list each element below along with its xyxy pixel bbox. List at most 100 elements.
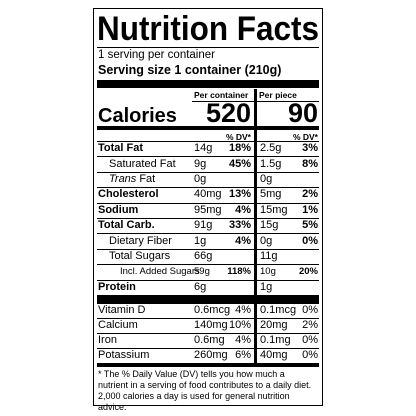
daily-value: 4% (235, 304, 251, 316)
rule (97, 80, 319, 88)
rule (257, 187, 319, 189)
rule (257, 141, 319, 142)
column-divider (254, 89, 257, 366)
daily-value: 0% (302, 349, 318, 361)
amount: 0g (260, 234, 273, 247)
rule (97, 126, 319, 130)
rule (257, 171, 319, 173)
daily-value: 4% (235, 334, 251, 346)
rule (257, 218, 319, 219)
nutrient-name: Total Sugars (109, 250, 171, 262)
daily-value: 0% (302, 234, 318, 247)
amount: 20mg (260, 319, 288, 331)
amount: 0g (260, 173, 273, 185)
amount: 14g (194, 142, 213, 155)
label-border (93, 8, 323, 406)
daily-value: 20% (298, 266, 318, 278)
amount: 0.6mg (194, 334, 225, 346)
amount: 5mg (260, 188, 282, 201)
amount: 1g (194, 234, 207, 247)
rule (257, 264, 319, 266)
nutrient-name: Trans (109, 173, 137, 185)
rule (97, 264, 254, 266)
amount: 11g (260, 250, 278, 262)
nutrient-name: Potassium (98, 349, 150, 361)
rule (97, 233, 254, 235)
calories-label: Calories (98, 105, 177, 127)
amount: 260mg (194, 349, 228, 361)
amount: 10g (260, 266, 276, 278)
daily-value: 10% (228, 319, 251, 331)
rule (97, 156, 254, 158)
daily-value: 33% (228, 219, 251, 232)
nutrient-name: Fat (139, 173, 156, 185)
servings: 1 serving per container (98, 49, 215, 61)
amount: 91g (194, 219, 213, 232)
rule (97, 348, 254, 349)
nutrient-name: Incl. Added Sugars (120, 266, 200, 278)
rule (97, 318, 254, 319)
amount: 0.6mcg (194, 304, 231, 316)
title: Nutrition Facts (97, 10, 319, 48)
nutrient-name: Cholesterol (98, 188, 159, 201)
amount: 140mg (194, 319, 228, 331)
amount: 9g (194, 157, 207, 170)
amount: 0g (194, 173, 207, 185)
daily-value: 2% (302, 188, 318, 201)
calories-value: 90 (287, 98, 318, 128)
amount: 1g (260, 280, 273, 293)
daily-value: 118% (227, 266, 251, 278)
rule (97, 141, 254, 142)
rule (97, 279, 254, 281)
nutrient-name: Sodium (98, 203, 139, 216)
daily-value: 3% (302, 142, 318, 155)
daily-value: 0% (302, 334, 318, 346)
rule (97, 171, 254, 173)
rule (257, 233, 319, 235)
nutrient-name: Dietary Fiber (109, 234, 172, 247)
footnote: * The % Daily Value (DV) tells you how m… (98, 369, 312, 412)
amount: 0.1mcg (260, 304, 297, 316)
dv-header: % DV* (292, 132, 318, 142)
daily-value: 8% (302, 157, 318, 170)
daily-value: 4% (235, 203, 251, 216)
amount: 95mg (194, 203, 222, 216)
rule (97, 202, 254, 204)
amount: 6g (194, 280, 207, 293)
daily-value: 13% (228, 188, 251, 201)
rule (257, 333, 319, 334)
amount: 1.5g (260, 157, 282, 170)
rule (257, 279, 319, 281)
daily-value: 1% (302, 203, 318, 216)
column-header: Per container (194, 90, 249, 100)
amount: 15g (260, 219, 279, 232)
rule (97, 47, 319, 48)
rule (97, 363, 319, 367)
rule (97, 248, 254, 250)
daily-value: 18% (228, 142, 251, 155)
daily-value: 45% (228, 157, 251, 170)
daily-value: 2% (302, 319, 318, 331)
daily-value: 5% (302, 219, 318, 232)
rule (97, 218, 254, 219)
rule (97, 187, 254, 189)
amount: 15mg (260, 203, 288, 216)
rule (97, 303, 254, 304)
dv-header: % DV* (225, 132, 251, 142)
rule (97, 295, 319, 303)
nutrient-name: Total Carb. (98, 219, 155, 232)
daily-value: 6% (235, 349, 251, 361)
amount: 2.5g (260, 142, 282, 155)
amount: 66g (194, 250, 213, 262)
rule (257, 348, 319, 349)
amount: 40mg (260, 349, 288, 361)
rule (97, 333, 254, 334)
daily-value: 0% (302, 304, 318, 316)
rule (257, 202, 319, 204)
serving-size: Serving size 1 container (210g) (98, 63, 282, 77)
amount: 59g (194, 266, 210, 278)
amount: 40mg (194, 188, 222, 201)
amount: 0.1mg (260, 334, 291, 346)
nutrient-name: Iron (98, 334, 117, 346)
